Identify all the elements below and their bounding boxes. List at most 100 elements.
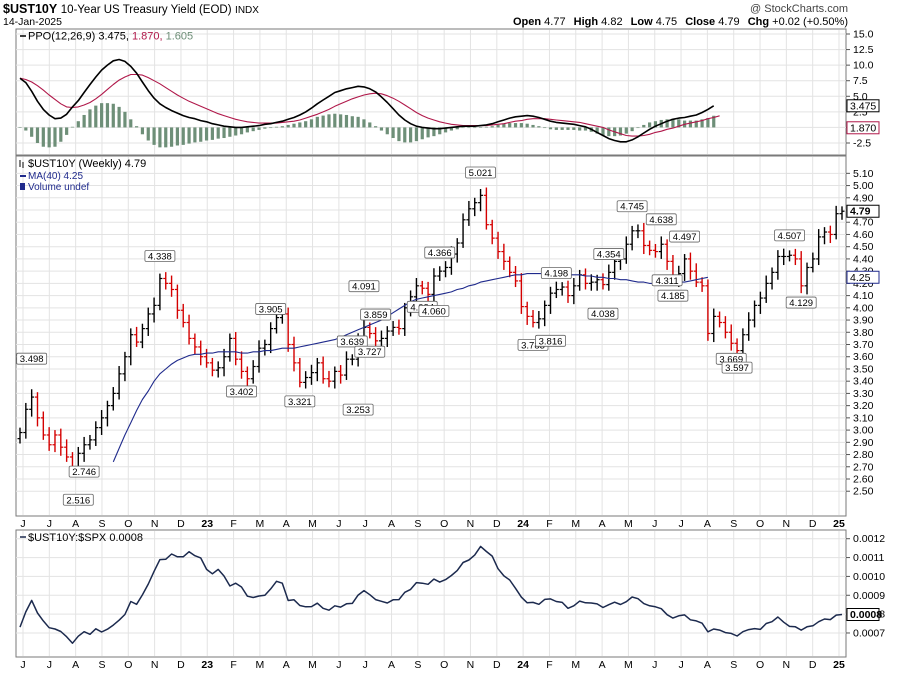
price-xtick-label: J	[652, 518, 657, 530]
ppo-histogram-bar	[583, 127, 588, 131]
ratio-xtick-label: J	[652, 659, 657, 671]
ppo-histogram-bar	[53, 127, 57, 147]
price-annotation-label: 4.185	[661, 291, 685, 302]
price-annotation-label: 3.498	[20, 354, 44, 365]
price-annotation-box	[342, 403, 374, 416]
ppo-histogram-bar	[18, 127, 22, 128]
ppo-legend: PPO(12,26,9) 3.475, 1.870, 1.605	[28, 31, 193, 43]
volume-legend-swatch	[20, 183, 25, 190]
price-annotation-label: 4.060	[422, 306, 446, 317]
price-xtick-label: M	[624, 518, 633, 530]
symbol: $UST10Y	[3, 2, 58, 16]
ppo-ytick-label: -2.5	[853, 138, 871, 150]
price-annotation-box	[785, 296, 817, 309]
ppo-histogram-bar	[368, 122, 372, 128]
ratio-xtick-label: J	[336, 659, 341, 671]
price-ytick-label: 3.20	[853, 400, 874, 412]
chg-value: +0.02 (+0.50%)	[772, 16, 848, 28]
ppo-histogram-bar	[216, 127, 220, 139]
ppo-histogram-bar	[397, 127, 401, 142]
ppo-ytick-label: 10.0	[853, 60, 874, 72]
price-xtick-label: N	[783, 518, 791, 530]
price-annotation-label: 4.507	[778, 231, 802, 242]
price-ytick-label: 2.50	[853, 486, 874, 498]
ratio-xtick-label: A	[704, 659, 711, 671]
ratio-xtick-label: D	[177, 659, 185, 671]
ppo-signal-last-value: 1.870	[850, 122, 876, 134]
ratio-xtick-label: 25	[833, 659, 845, 671]
ppo-histogram-bar	[327, 114, 331, 128]
ppo-histogram-bar	[513, 123, 518, 128]
ratio-xtick-label: D	[809, 659, 817, 671]
ratio-xtick-label: A	[72, 659, 79, 671]
ppo-histogram-bar	[245, 127, 249, 133]
watermark: @ StockCharts.com	[750, 3, 848, 15]
ratio-ytick-label: 0.0007	[853, 627, 885, 639]
price-ytick-label: 4.00	[853, 302, 874, 314]
ppo-histogram-bar	[618, 127, 623, 136]
ppo-histogram-bar	[100, 103, 104, 128]
ppo-histogram-bar	[712, 115, 716, 128]
ppo-histogram-bar	[30, 127, 34, 137]
price-annotation-label: 2.516	[66, 495, 90, 506]
exchange: INDX	[235, 5, 259, 16]
ppo-histogram-bar	[630, 127, 634, 132]
ppo-legend-histogram: 1.605	[166, 31, 194, 43]
ppo-histogram-bar	[164, 127, 168, 148]
ppo-histogram-bar	[94, 105, 98, 128]
price-legend-title: $UST10Y (Weekly) 4.79	[28, 158, 146, 170]
price-xtick-label: A	[388, 518, 395, 530]
ppo-histogram-bar	[321, 115, 325, 128]
ratio-pane-frame	[15, 529, 847, 658]
ppo-histogram-bar	[158, 127, 162, 148]
price-annotation-label: 3.669	[719, 354, 743, 365]
ppo-histogram-bar	[76, 121, 80, 128]
ppo-histogram-bar	[543, 127, 547, 129]
ratio-xtick-label: J	[678, 659, 683, 671]
ratio-last-value: 0.0008	[850, 609, 882, 621]
price-ytick-label: 2.90	[853, 437, 874, 449]
ppo-histogram-bar	[88, 109, 92, 128]
price-xtick-label: D	[809, 518, 817, 530]
ppo-histogram-bar	[280, 126, 284, 128]
ppo-histogram-bar	[426, 127, 430, 138]
ratio-xtick-label: O	[440, 659, 448, 671]
ratio-xtick-label: D	[493, 659, 501, 671]
ppo-legend-title: PPO(12,26,9)	[28, 31, 98, 43]
ppo-histogram-bar	[339, 114, 343, 128]
price-last-value: 4.79	[850, 206, 871, 218]
price-ytick-label: 4.70	[853, 217, 874, 229]
ppo-legend-ppo: 3.475,	[98, 31, 132, 43]
ratio-xtick-label: S	[414, 659, 421, 671]
ppo-histogram-bar	[47, 127, 51, 148]
ppo-histogram-bar	[274, 126, 279, 128]
price-xtick-label: M	[308, 518, 317, 530]
ppo-histogram-bar	[595, 127, 599, 134]
ppo-histogram-bar	[286, 124, 290, 128]
ratio-xtick-label: 23	[201, 659, 213, 671]
ppo-histogram-bar	[344, 114, 349, 128]
ppo-histogram-bar	[677, 119, 681, 128]
price-annotation-label: 4.638	[649, 215, 673, 226]
price-ytick-label: 4.90	[853, 192, 874, 204]
ppo-histogram-bar	[432, 127, 436, 137]
ratio-ytick-label: 0.0009	[853, 590, 885, 602]
symbol-title: $UST10Y 10-Year US Treasury Yield (EOD) …	[3, 2, 259, 16]
price-annotation-label: 4.129	[789, 298, 813, 309]
price-annotation-box	[721, 361, 753, 374]
ppo-histogram-bar	[490, 126, 494, 128]
close-label: Close	[685, 16, 716, 28]
price-annotation-box	[465, 166, 496, 179]
chg-label: Chg	[747, 16, 770, 28]
ppo-histogram-bar	[525, 123, 529, 128]
ppo-histogram-bar	[502, 123, 506, 128]
ppo-histogram-bar	[508, 123, 512, 128]
ppo-histogram-bar	[560, 127, 564, 130]
ratio-xtick-label: F	[230, 659, 236, 671]
ppo-histogram-bar	[403, 127, 407, 143]
ratio-xtick-label: J	[47, 659, 52, 671]
price-annotation-label: 3.905	[259, 304, 283, 315]
price-annotation-label: 3.639	[340, 337, 364, 348]
ratio-xtick-label: F	[546, 659, 552, 671]
price-annotation-label: 4.497	[673, 232, 697, 243]
